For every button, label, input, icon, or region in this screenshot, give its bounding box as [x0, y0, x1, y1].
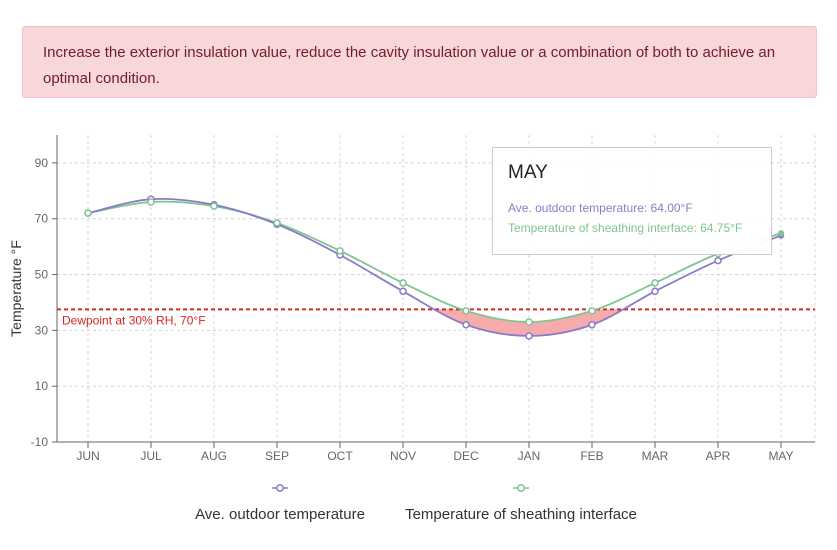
sheathing-point-jan — [525, 318, 533, 326]
legend-sheathing-marker-icon — [513, 484, 529, 492]
chart-tooltip: MAY Ave. outdoor temperature: 64.00°F Te… — [492, 147, 772, 255]
temperature-line-chart[interactable]: -10 10 30 50 70 90 JUN JUL AUG SEP OCT NOV DEC JAN FEB… — [0, 120, 837, 475]
x-tick-label-jan: JAN — [518, 449, 541, 463]
x-tick-label-may: MAY — [768, 449, 793, 463]
outdoor-point-feb — [588, 321, 596, 329]
sheathing-point-feb — [588, 307, 596, 315]
sheathing-point-aug — [210, 202, 218, 210]
x-tick-label-jul: JUL — [140, 449, 162, 463]
dewpoint-label: Dewpoint at 30% RH, 70°F — [62, 313, 206, 327]
x-tick-label-dec: DEC — [453, 449, 479, 463]
legend-item-sheathing[interactable]: Temperature of sheathing interface — [390, 480, 652, 523]
x-tick-label-nov: NOV — [390, 449, 416, 463]
x-tick-label-jun: JUN — [76, 449, 99, 463]
sheathing-point-mar — [651, 279, 659, 287]
alert-message: Increase the exterior insulation value, … — [43, 44, 776, 87]
sheathing-point-oct — [336, 247, 344, 255]
outdoor-point-dec — [462, 321, 470, 329]
tooltip-outdoor-value: Ave. outdoor temperature: 64.00°F — [508, 201, 693, 215]
y-tick-label--10: -10 — [31, 435, 49, 449]
y-tick-label-70: 70 — [35, 212, 49, 226]
outdoor-point-nov — [399, 287, 407, 296]
x-tick-label-oct: OCT — [327, 449, 353, 463]
x-tick-label-aug: AUG — [201, 449, 227, 463]
legend-item-outdoor[interactable]: Ave. outdoor temperature — [180, 480, 380, 523]
sheathing-point-nov — [399, 279, 407, 287]
legend-outdoor-marker-icon — [272, 484, 288, 492]
x-tick-label-sep: SEP — [265, 449, 289, 463]
insulation-warning-alert: Increase the exterior insulation value, … — [22, 26, 817, 98]
tooltip-title: MAY — [508, 162, 548, 183]
outdoor-point-apr — [714, 256, 722, 265]
y-tick-label-30: 30 — [35, 323, 49, 337]
sheathing-point-jun — [84, 209, 92, 217]
y-tick-label-90: 90 — [35, 156, 49, 170]
tooltip-sheathing-value: Temperature of sheathing interface: 64.7… — [508, 221, 743, 235]
x-tick-label-mar: MAR — [642, 449, 669, 463]
y-axis-label: Temperature °F — [8, 240, 24, 337]
sheathing-point-dec — [462, 307, 470, 315]
outdoor-point-jan — [525, 332, 533, 340]
sheathing-point-sep — [273, 219, 281, 227]
sheathing-point-jul — [147, 198, 155, 206]
outdoor-point-mar — [651, 287, 659, 296]
x-tick-label-feb: FEB — [580, 449, 603, 463]
y-tick-label-10: 10 — [35, 379, 49, 393]
x-tick-label-apr: APR — [706, 449, 731, 463]
sheathing-point-may — [777, 230, 785, 237]
y-tick-label-50: 50 — [35, 268, 49, 282]
legend-outdoor-label: Ave. outdoor temperature — [195, 506, 365, 523]
legend-sheathing-label: Temperature of sheathing interface — [405, 506, 637, 523]
